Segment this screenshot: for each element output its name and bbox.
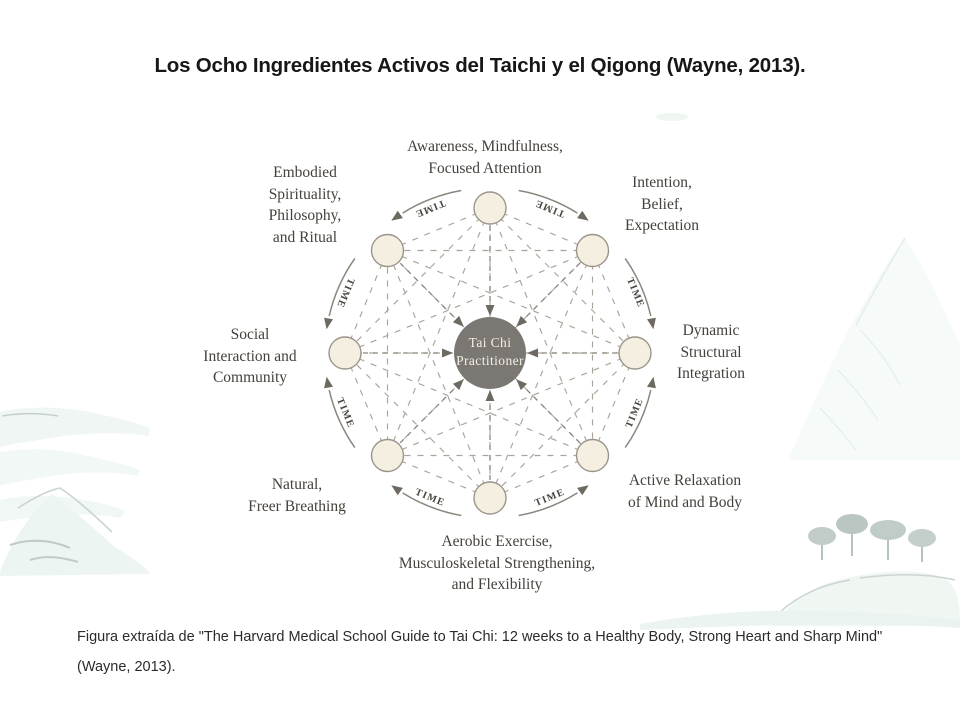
diagram-chord bbox=[344, 249, 593, 354]
time-arc-arrow bbox=[324, 317, 333, 330]
time-label: TIME bbox=[624, 396, 646, 429]
time-arc-arrow bbox=[324, 376, 333, 389]
time-arc-arrow bbox=[647, 317, 656, 330]
diagram-chord bbox=[489, 207, 636, 354]
figure-caption: Figura extraída de "The Harvard Medical … bbox=[77, 628, 922, 688]
time-arc-arrow bbox=[647, 376, 656, 389]
ingredient-label-social-interaction: Social Interaction and Community bbox=[203, 326, 297, 386]
ingredient-label-aerobic-exercise: Aerobic Exercise, Musculoskeletal Streng… bbox=[398, 533, 596, 593]
diagram-chord bbox=[344, 207, 491, 354]
time-arc bbox=[624, 389, 652, 449]
diagram-chord bbox=[386, 207, 491, 456]
diagram-chord bbox=[489, 250, 594, 499]
diagram-chord bbox=[489, 207, 594, 456]
time-arc bbox=[624, 257, 652, 317]
ingredient-node bbox=[575, 233, 610, 268]
time-arc-arrow bbox=[577, 485, 589, 496]
diagram-chord bbox=[387, 207, 491, 252]
ingredient-node bbox=[618, 336, 652, 370]
center-arrow-head bbox=[442, 348, 453, 358]
diagram-chord bbox=[344, 352, 491, 499]
time-label: TIME bbox=[413, 197, 446, 219]
center-arrow-head bbox=[527, 348, 538, 358]
center-arrow-shaft bbox=[399, 262, 455, 318]
center-arrow-head bbox=[485, 305, 495, 316]
time-arc bbox=[328, 257, 356, 317]
ingredient-node bbox=[473, 481, 507, 515]
ingredient-node bbox=[370, 233, 405, 268]
diagram-chord bbox=[344, 250, 389, 354]
ingredient-node bbox=[575, 438, 610, 473]
diagram-chord bbox=[489, 352, 636, 499]
time-label: TIME bbox=[533, 487, 566, 509]
hub-circle bbox=[454, 317, 526, 389]
diagram-chord bbox=[344, 352, 389, 456]
diagram-chord bbox=[387, 352, 636, 457]
time-arc bbox=[402, 492, 462, 517]
ingredient-label-awareness-mindfulness: Awareness, Mindfulness, Focused Attentio… bbox=[407, 138, 563, 177]
center-arrow-head bbox=[452, 379, 464, 391]
center-arrow-shaft bbox=[525, 388, 581, 444]
time-arc bbox=[402, 189, 462, 214]
slide-title: Los Ocho Ingredientes Activos del Taichi… bbox=[154, 54, 806, 77]
ingredient-label-natural-breathing: Natural, Freer Breathing bbox=[248, 476, 346, 515]
diagram-chord bbox=[489, 454, 593, 499]
center-arrow-head bbox=[516, 379, 528, 391]
hub-label: Tai Chi bbox=[469, 335, 512, 350]
time-label: TIME bbox=[334, 396, 356, 429]
diagram-chord bbox=[344, 352, 593, 457]
figure-caption-line1: Figura extraída de "The Harvard Medical … bbox=[77, 629, 883, 645]
time-arc-arrow bbox=[391, 210, 403, 221]
center-arrow-shaft bbox=[399, 388, 455, 444]
time-label: TIME bbox=[533, 197, 566, 219]
center-arrow-head bbox=[516, 315, 528, 327]
ingredient-label-active-relaxation: Active Relaxation of Mind and Body bbox=[627, 472, 743, 511]
time-label: TIME bbox=[334, 276, 356, 309]
time-arc bbox=[518, 189, 578, 214]
time-arc bbox=[518, 492, 578, 517]
figure-caption-line2: (Wayne, 2013). bbox=[77, 659, 176, 675]
ingredient-node bbox=[473, 191, 507, 225]
ingredient-label-embodied-spirituality: Embodied Spirituality, Philosophy, and R… bbox=[268, 164, 342, 246]
diagram-chord bbox=[387, 249, 636, 354]
ingredient-label-intention-belief: Intention, Belief, Expectation bbox=[624, 174, 700, 234]
ingredient-label-dynamic-structural: Dynamic Structural Integration bbox=[676, 322, 745, 382]
diagram-chord bbox=[591, 250, 636, 354]
ingredient-node bbox=[370, 438, 405, 473]
center-arrow-head bbox=[452, 315, 464, 327]
center-arrow-shaft bbox=[525, 262, 581, 318]
ingredient-node bbox=[328, 336, 362, 370]
time-arc-arrow bbox=[577, 210, 589, 221]
hub-label: Practitioner bbox=[456, 353, 524, 368]
diagram-chord bbox=[386, 250, 491, 499]
diagram-chord bbox=[489, 207, 593, 252]
diagram-chord bbox=[387, 454, 491, 499]
center-arrow-head bbox=[485, 390, 495, 401]
diagram-chord bbox=[591, 352, 636, 456]
time-arc-arrow bbox=[391, 485, 403, 496]
time-arc bbox=[328, 389, 356, 449]
time-label: TIME bbox=[413, 487, 446, 509]
